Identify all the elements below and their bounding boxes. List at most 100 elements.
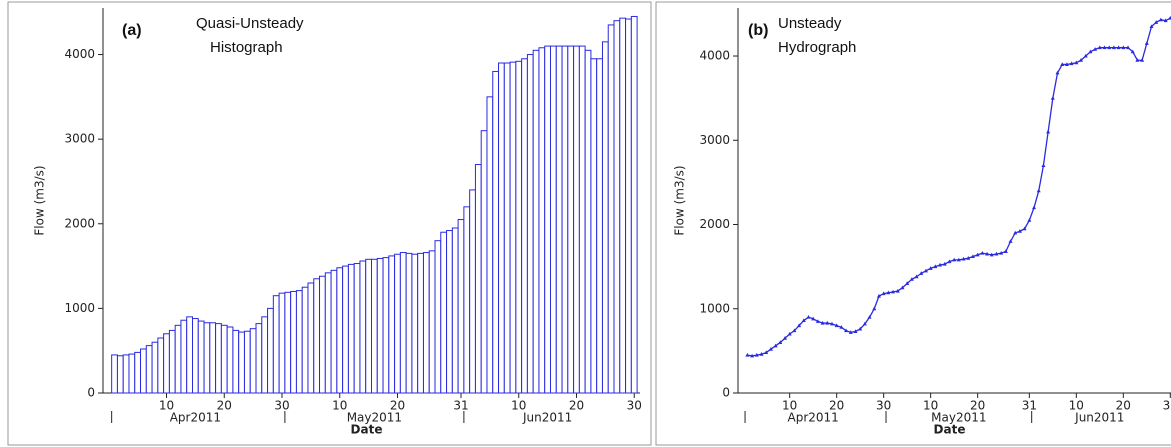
point-marker: [985, 251, 990, 256]
month-label: Apr2011: [788, 411, 839, 425]
bar: [573, 45, 580, 394]
bar: [607, 24, 615, 394]
bar: [578, 45, 586, 394]
x-tick-label: 20: [1116, 399, 1131, 413]
point-marker: [1149, 24, 1154, 29]
month-label: Jun2011: [1074, 411, 1124, 425]
bar: [168, 329, 176, 394]
bar: [122, 354, 130, 394]
point-marker: [1140, 58, 1145, 62]
point-marker: [975, 252, 980, 257]
bar: [278, 292, 286, 394]
point-marker: [1154, 20, 1159, 24]
point-marker: [862, 321, 867, 326]
bar: [521, 58, 528, 394]
point-marker: [900, 285, 905, 290]
bar: [405, 252, 413, 394]
point-marker: [956, 257, 961, 262]
panel-frame: [7, 1, 652, 446]
point-marker: [750, 353, 755, 358]
point-marker: [1088, 49, 1093, 54]
point-marker: [952, 257, 957, 262]
bar: [538, 47, 546, 394]
bar: [509, 61, 517, 394]
x-tick-label: 20: [970, 399, 985, 413]
point-marker: [764, 350, 769, 355]
bar: [140, 348, 147, 394]
bar: [503, 62, 511, 394]
x-tick-label: 10: [923, 399, 938, 413]
point-marker: [895, 288, 900, 293]
y-tick-label: 0: [87, 386, 95, 400]
point-marker: [782, 336, 787, 340]
y-tick-label: 3000: [64, 132, 95, 146]
bar: [365, 258, 372, 394]
y-tick-label: 2000: [64, 216, 95, 230]
point-marker: [1135, 58, 1140, 62]
y-tick-label: 1000: [64, 301, 95, 315]
bar: [376, 257, 384, 394]
bar: [596, 58, 603, 394]
point-marker: [994, 251, 999, 256]
bar: [561, 45, 569, 394]
point-marker: [825, 320, 830, 325]
bar: [422, 252, 430, 394]
bar: [295, 290, 303, 394]
bar: [272, 295, 280, 394]
bar: [394, 253, 401, 394]
annotation: Unsteady: [778, 15, 842, 32]
point-marker: [1036, 188, 1041, 193]
bar: [544, 45, 552, 394]
x-tick-label: 10: [782, 399, 797, 413]
point-marker: [1041, 163, 1046, 168]
point-marker: [844, 328, 849, 333]
point-marker: [1107, 45, 1112, 50]
bar: [619, 17, 627, 394]
x-tick-label: 10: [511, 399, 526, 413]
point-marker: [1064, 62, 1069, 66]
point-marker: [881, 291, 886, 296]
point-marker: [891, 289, 896, 294]
y-tick-label: 4000: [699, 49, 730, 63]
bar: [203, 322, 211, 394]
bar: [486, 96, 494, 394]
bar: [267, 307, 274, 394]
bar: [226, 326, 234, 394]
bar: [480, 130, 488, 394]
x-tick-label: 20: [217, 399, 232, 413]
point-marker: [792, 328, 797, 333]
flow-line: [747, 17, 1171, 357]
bar: [307, 282, 315, 394]
bar: [434, 240, 442, 394]
bar: [613, 20, 621, 394]
bar: [261, 316, 269, 394]
y-tick-label: 0: [722, 386, 730, 400]
point-marker: [1126, 45, 1131, 50]
point-marker: [829, 321, 834, 326]
point-marker: [947, 259, 952, 264]
point-marker: [1168, 15, 1171, 20]
bar: [255, 323, 263, 394]
bar: [220, 324, 228, 394]
bar: [336, 267, 344, 394]
point-marker: [848, 330, 853, 334]
point-marker: [768, 346, 773, 351]
bar: [515, 60, 523, 394]
bar: [417, 252, 424, 394]
x-tick-label: 10: [159, 399, 174, 413]
bar: [342, 265, 349, 394]
bar: [324, 272, 332, 394]
x-tick-label: 31: [1022, 399, 1037, 413]
y-axis-label: Flow (m3/s): [673, 165, 687, 235]
bar: [145, 345, 153, 394]
bar: [186, 316, 193, 394]
bar: [567, 45, 575, 394]
x-tick-label: 30: [274, 399, 289, 413]
bar: [243, 330, 251, 394]
bar: [625, 18, 632, 394]
point-marker: [745, 352, 750, 357]
bar: [134, 351, 142, 394]
bar: [446, 230, 453, 394]
bar: [284, 291, 292, 394]
